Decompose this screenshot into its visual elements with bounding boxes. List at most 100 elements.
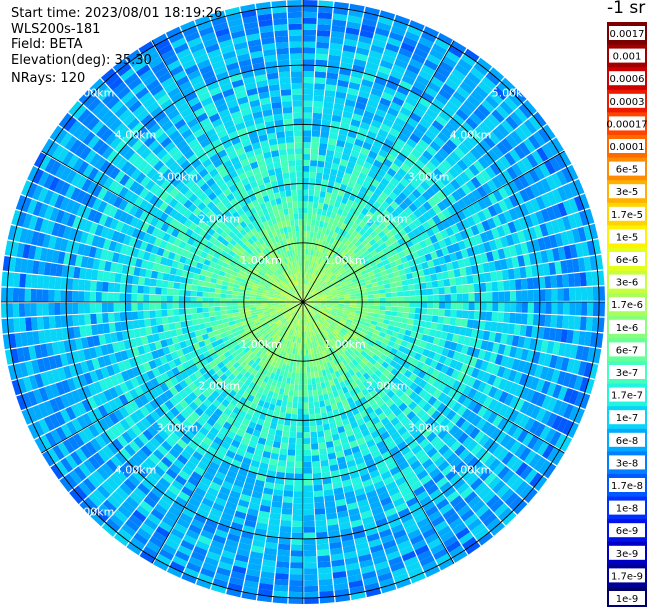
range-gate-cell (511, 358, 521, 371)
range-gate-cell (562, 274, 569, 288)
range-gate-cell (411, 325, 419, 333)
range-gate-cell (24, 303, 31, 317)
range-gate-cell (331, 163, 340, 171)
range-gate-cell (431, 315, 439, 323)
range-gate-cell (322, 107, 333, 115)
range-gate-cell (472, 390, 483, 402)
range-gate-cell (361, 207, 369, 216)
range-gate-cell (423, 26, 439, 38)
range-gate-cell (327, 66, 340, 74)
range-gate-cell (308, 298, 315, 301)
range-gate-cell (354, 217, 362, 226)
range-gate-cell (375, 325, 382, 332)
range-gate-cell (457, 259, 465, 269)
range-gate-cell (335, 247, 342, 254)
range-gate-cell (523, 171, 535, 186)
range-gate-cell (515, 313, 522, 324)
range-gate-cell (308, 302, 315, 304)
range-gate-cell (421, 165, 433, 176)
range-gate-cell (360, 256, 368, 263)
range-gate-cell (358, 152, 368, 162)
range-gate-cell (455, 250, 463, 260)
range-gate-cell (546, 397, 558, 412)
range-gate-cell (374, 257, 382, 265)
range-gate-cell (355, 272, 363, 278)
range-gate-cell (586, 286, 594, 301)
range-gate-cell (72, 290, 79, 302)
range-gate-cell (320, 297, 327, 300)
range-gate-cell (351, 230, 359, 238)
range-gate-cell (468, 310, 475, 320)
range-gate-cell (368, 93, 381, 103)
range-gate-cell (406, 117, 419, 128)
range-gate-cell (307, 305, 313, 310)
range-gate-cell (556, 217, 566, 232)
range-gate-cell (303, 414, 310, 421)
range-gate-cell (562, 216, 572, 231)
range-gate-cell (279, 525, 292, 533)
range-gate-cell (544, 159, 556, 175)
range-gate-cell (540, 340, 549, 353)
range-gate-cell (379, 310, 386, 315)
range-gate-cell (327, 180, 335, 188)
range-gate-cell (526, 277, 534, 290)
range-gate-cell (337, 309, 344, 313)
range-gate-cell (340, 222, 348, 230)
range-gate-cell (427, 244, 436, 253)
range-gate-cell (316, 214, 322, 221)
range-gate-cell (48, 276, 56, 289)
range-gate-cell (461, 408, 472, 420)
range-gate-cell (457, 58, 473, 72)
range-gate-cell (160, 302, 167, 310)
range-gate-cell (313, 484, 323, 492)
range-gate-cell (342, 110, 353, 119)
range-gate-cell (468, 256, 477, 266)
range-gate-cell (492, 376, 502, 388)
range-gate-cell (524, 186, 536, 200)
range-gate-cell (589, 223, 599, 240)
range-gate-cell (348, 155, 358, 164)
range-gate-cell (528, 453, 542, 469)
range-gate-cell (385, 153, 396, 163)
range-gate-cell (296, 432, 303, 439)
range-gate-cell (341, 116, 352, 125)
range-gate-cell (113, 283, 121, 293)
range-gate-cell (544, 314, 552, 327)
range-gate-cell (362, 302, 369, 306)
range-gate-cell (184, 290, 192, 297)
range-gate-cell (227, 286, 234, 291)
range-gate-cell (531, 150, 544, 165)
range-gate-cell (292, 402, 298, 409)
range-gate-cell (367, 290, 374, 295)
range-gate-cell (425, 161, 437, 172)
range-gate-cell (326, 223, 333, 230)
range-gate-cell (562, 184, 574, 199)
range-gate-cell (456, 221, 465, 232)
range-gate-cell (562, 420, 574, 436)
range-gate-cell (387, 340, 395, 348)
range-gate-cell (360, 314, 367, 319)
range-gate-cell (378, 265, 386, 272)
range-gate-cell (295, 366, 300, 373)
range-gate-cell (394, 321, 402, 328)
range-gate-cell (435, 115, 448, 127)
range-gate-cell (355, 307, 362, 311)
range-gate-cell (362, 298, 369, 302)
range-gate-cell (314, 305, 321, 308)
range-gate-cell (374, 76, 387, 87)
range-gate-cell (321, 259, 327, 266)
range-gate-cell (303, 443, 311, 450)
range-gate-cell (324, 288, 330, 293)
range-gate-cell (514, 126, 528, 141)
range-gate-cell (384, 333, 392, 341)
range-gate-cell (303, 296, 304, 302)
range-gate-cell (83, 302, 91, 314)
range-gate-cell (306, 292, 310, 298)
range-gate-cell (366, 312, 374, 317)
range-gate-cell (464, 423, 476, 436)
range-gate-cell (502, 367, 512, 380)
range-gate-cell (276, 561, 290, 569)
range-gate-cell (529, 420, 541, 435)
range-gate-cell (303, 278, 306, 285)
range-gate-cell (417, 269, 425, 277)
